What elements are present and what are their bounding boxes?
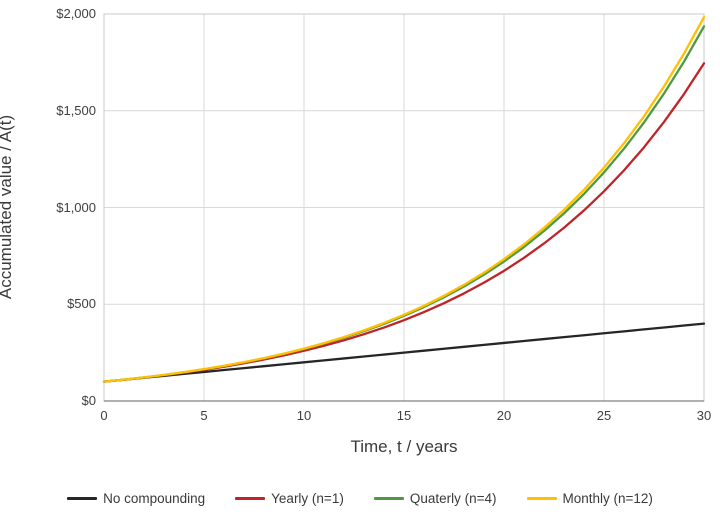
y-tick-label: $1,500 bbox=[56, 102, 96, 118]
y-tick-label: $500 bbox=[67, 296, 96, 312]
legend: No compounding Yearly (n=1) Quaterly (n=4)… bbox=[0, 491, 720, 506]
y-tick-label: $1,000 bbox=[56, 199, 96, 215]
x-tick-label: 10 bbox=[296, 408, 312, 423]
legend-item-no-compounding: No compounding bbox=[67, 491, 205, 506]
x-tick-label: 0 bbox=[100, 408, 108, 423]
x-tick-label: 30 bbox=[696, 408, 712, 423]
series-line-no-compounding bbox=[102, 322, 706, 383]
series-line-monthly-n-12 bbox=[102, 15, 706, 383]
y-tick-label: $2,000 bbox=[56, 6, 96, 21]
x-tick-label: 25 bbox=[596, 408, 612, 423]
legend-label: No compounding bbox=[103, 491, 206, 506]
x-tick-label: 5 bbox=[200, 408, 208, 423]
legend-item-monthly-n-12: Monthly (n=12) bbox=[526, 491, 653, 506]
legend-item-quaterly-n-4: Quaterly (n=4) bbox=[373, 491, 497, 506]
legend-label: Monthly (n=12) bbox=[562, 491, 653, 506]
legend-line-swatch bbox=[67, 497, 98, 500]
legend-label: Quaterly (n=4) bbox=[409, 491, 497, 506]
legend-line-swatch bbox=[373, 497, 404, 500]
legend-line-swatch bbox=[526, 497, 557, 500]
legend-item-yearly-n-1: Yearly (n=1) bbox=[235, 491, 344, 506]
legend-line-swatch bbox=[235, 497, 266, 500]
y-tick-label: $0 bbox=[81, 393, 96, 408]
x-tick-label: 15 bbox=[396, 408, 412, 423]
legend-label: Yearly (n=1) bbox=[271, 491, 344, 506]
x-tick-label: 20 bbox=[496, 408, 512, 423]
x-axis-title: Time, t / years bbox=[350, 437, 458, 456]
